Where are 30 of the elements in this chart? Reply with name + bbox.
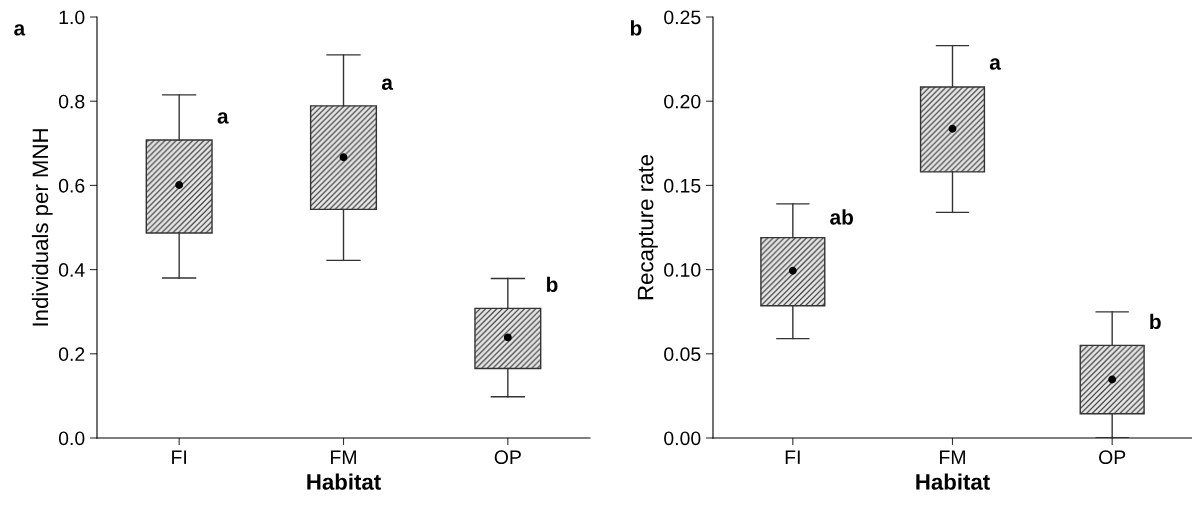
x-axis-title: Habitat	[307, 473, 381, 490]
annotation: b	[547, 276, 558, 293]
x-axis-title: Habitat	[916, 473, 990, 490]
annotation: a	[989, 58, 1001, 70]
annotation: b	[1150, 313, 1161, 330]
chart-title: b	[630, 20, 642, 36]
x-tick-label: FI	[172, 450, 187, 464]
y-tick-label: 0.20	[664, 94, 701, 109]
x-tick-label: OP	[494, 450, 521, 465]
annotation: a	[217, 112, 229, 124]
y-tick-label: 0.8	[58, 94, 85, 109]
y-tick-label: 0.15	[664, 178, 701, 193]
y-tick-label: 0.2	[58, 347, 85, 362]
y-tick-label: 0.4	[58, 263, 85, 277]
chart-title: a	[14, 24, 26, 36]
x-tick-label: FM	[331, 450, 356, 464]
y-tick-label: 0.6	[58, 178, 85, 193]
y-tick-label: 0.10	[664, 263, 701, 277]
y-tick-label: 0.25	[664, 10, 701, 25]
y-tick-label: 0.00	[664, 431, 701, 446]
annotation: a	[381, 78, 394, 90]
y-tick-label: 0.05	[664, 347, 701, 362]
y-axis-title: Individuals per MNH	[31, 129, 53, 326]
y-tick-label: 0.0	[58, 431, 85, 446]
x-tick-label: FM	[940, 450, 965, 464]
x-tick-label: FI	[785, 450, 800, 464]
annotation: ab	[830, 209, 854, 225]
y-axis-title: Recapture rate	[637, 154, 658, 300]
x-tick-label: OP	[1099, 450, 1126, 465]
y-tick-label: 1.0	[59, 10, 85, 25]
